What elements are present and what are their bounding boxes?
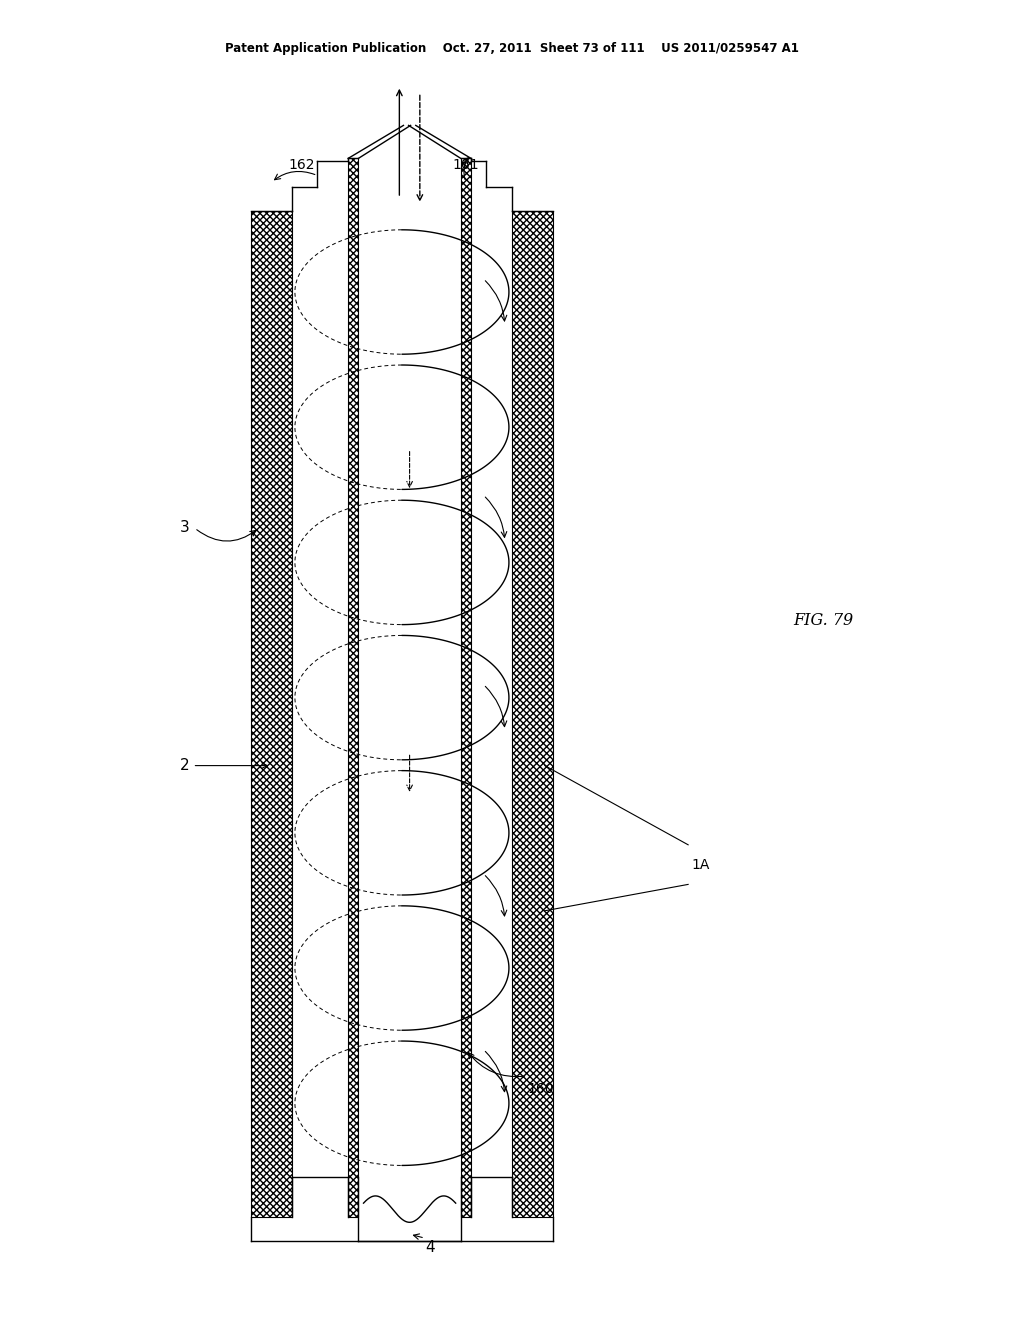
Text: 3: 3 [179,520,189,536]
Bar [251,211,292,1217]
Text: 1A: 1A [691,858,710,871]
Text: 161: 161 [453,157,479,172]
Text: 160: 160 [527,1082,554,1096]
Bar [348,158,358,1217]
Text: 4: 4 [425,1239,434,1255]
Text: 162: 162 [289,157,315,172]
Text: Patent Application Publication    Oct. 27, 2011  Sheet 73 of 111    US 2011/0259: Patent Application Publication Oct. 27, … [225,42,799,55]
Text: 2: 2 [180,758,189,774]
Bar [512,211,553,1217]
Text: FIG. 79: FIG. 79 [794,612,854,628]
Bar [461,158,471,1217]
